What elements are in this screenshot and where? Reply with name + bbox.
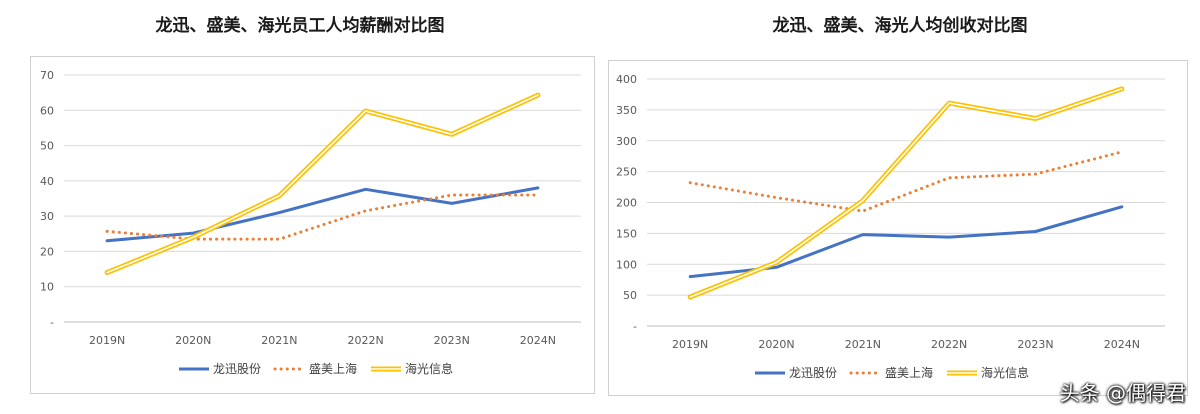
y-tick-label: 20: [40, 245, 54, 258]
series-1-line: [688, 150, 1124, 213]
legend-label: 海光信息: [981, 365, 1029, 380]
legend-item-0: 龙迅股份: [179, 362, 261, 376]
y-tick-label: 300: [616, 135, 637, 148]
legend-item-0: 龙迅股份: [755, 366, 837, 380]
x-tick-label: 2023N: [434, 334, 470, 347]
x-tick-label: 2020N: [175, 334, 211, 347]
chart-1-title: 龙迅、盛美、海光员工人均薪酬对比图: [155, 16, 445, 36]
legend-label: 盛美上海: [885, 365, 933, 380]
y-tick-label: 70: [40, 69, 54, 82]
legend-item-2: 海光信息: [371, 361, 453, 376]
chart-2-plot: - 50 100 150 200 250 300 350 400 2019N 2020N 2021N 2…: [616, 73, 1165, 380]
legend-item-1: 盛美上海: [849, 365, 933, 380]
chart-1-panel: - 10 20 30 40 50 60 70 2019N 2020N 2021N 2022N 2023N…: [30, 56, 595, 394]
x-tick-label: 2024N: [1104, 338, 1140, 351]
y-tick-label: 50: [623, 289, 637, 302]
y-tick-label: -: [633, 320, 637, 333]
x-tick-label: 2023N: [1017, 338, 1053, 351]
watermark-text: 头条 @偶得君: [1059, 381, 1186, 405]
y-tick-label: 10: [40, 281, 54, 294]
y-tick-label: 400: [616, 73, 637, 86]
y-tick-label: 350: [616, 104, 637, 117]
y-tick-label: 40: [40, 175, 54, 188]
series-0-line: [688, 205, 1124, 279]
legend-item-2: 海光信息: [947, 365, 1029, 380]
chart-1-plot: - 10 20 30 40 50 60 70 2019N 2020N 2021N 2022N 2023N…: [40, 69, 581, 376]
x-tick-label: 2021N: [261, 334, 297, 347]
y-tick-label: 60: [40, 104, 54, 117]
y-tick-label: -: [50, 316, 54, 329]
series-2-line: [687, 86, 1125, 300]
x-tick-label: 2019N: [89, 334, 125, 347]
y-tick-label: 200: [616, 197, 637, 210]
x-tick-label: 2019N: [672, 338, 708, 351]
x-tick-label: 2020N: [758, 338, 794, 351]
y-tick-label: 100: [616, 258, 637, 271]
chart-2-panel: - 50 100 150 200 250 300 350 400 2019N 2020N 2021N 2…: [608, 60, 1188, 396]
x-tick-label: 2021N: [845, 338, 881, 351]
x-tick-label: 2022N: [931, 338, 967, 351]
chart-2-title: 龙迅、盛美、海光人均创收对比图: [772, 16, 1028, 36]
legend-label: 龙迅股份: [789, 366, 837, 380]
series-0-line: [105, 186, 540, 243]
y-tick-label: 250: [616, 166, 637, 179]
x-tick-label: 2024N: [520, 334, 556, 347]
legend-label: 盛美上海: [309, 361, 357, 376]
legend-label: 海光信息: [405, 361, 453, 376]
legend-item-1: 盛美上海: [273, 361, 357, 376]
y-tick-label: 30: [40, 210, 54, 223]
x-tick-label: 2022N: [347, 334, 383, 347]
legend-label: 龙迅股份: [213, 362, 261, 376]
series-2-line: [104, 92, 541, 276]
y-tick-label: 50: [40, 140, 54, 153]
y-tick-label: 150: [616, 227, 637, 240]
